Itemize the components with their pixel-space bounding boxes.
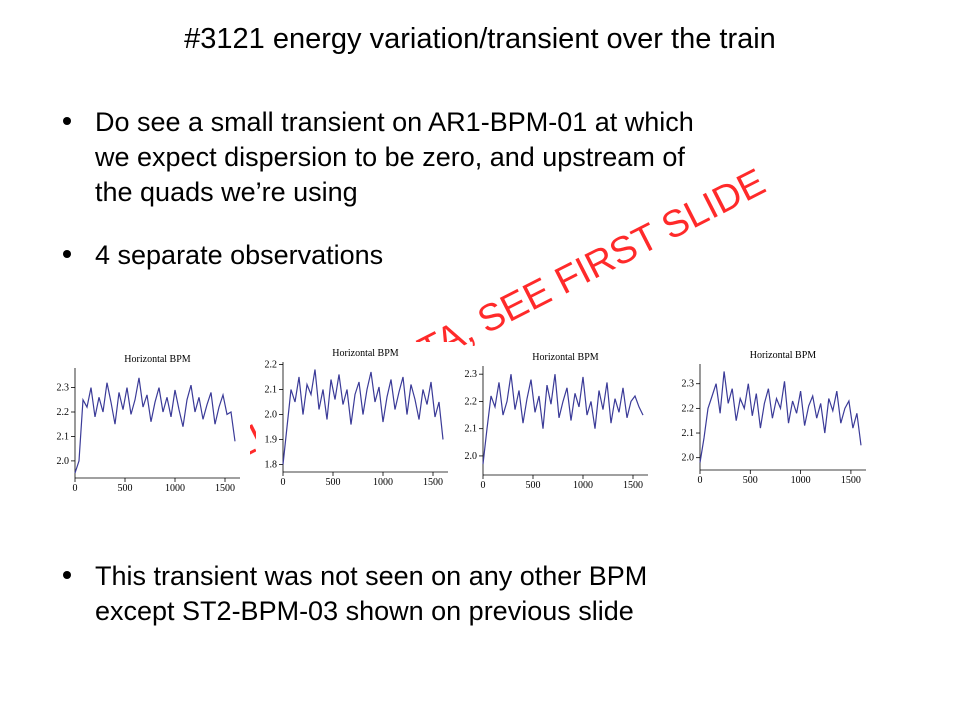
- x-tick-label: 1000: [791, 475, 811, 486]
- chart-title: Horizontal BPM: [532, 352, 598, 363]
- y-tick-label: 2.3: [465, 369, 478, 380]
- y-tick-label: 2.1: [682, 428, 695, 439]
- x-tick-label: 0: [281, 477, 286, 488]
- trace: [74, 377, 236, 474]
- trace: [699, 371, 862, 463]
- bullet: [63, 117, 71, 125]
- chart-title: Horizontal BPM: [750, 350, 816, 361]
- bullet-text: the quads we’re using: [95, 177, 358, 207]
- bullet: [63, 250, 71, 258]
- y-tick-label: 2.2: [682, 403, 695, 414]
- y-tick-label: 2.2: [265, 360, 278, 371]
- chart-background: [256, 342, 454, 492]
- x-tick-label: 1500: [215, 483, 235, 494]
- y-tick-label: 2.3: [57, 383, 70, 394]
- slide-title: #3121 energy variation/transient over th…: [184, 23, 776, 55]
- x-tick-label: 500: [326, 477, 341, 488]
- y-tick-label: 2.1: [265, 385, 278, 396]
- x-tick-label: 0: [73, 483, 78, 494]
- y-tick-label: 2.0: [465, 451, 478, 462]
- bullet-text: 4 separate observations: [95, 240, 383, 270]
- x-tick-label: 1500: [841, 475, 861, 486]
- chart-title: Horizontal BPM: [332, 348, 398, 359]
- trace: [482, 374, 644, 465]
- bullet-text: we expect dispersion to be zero, and ups…: [94, 142, 685, 172]
- y-tick-label: 2.0: [57, 456, 70, 467]
- x-tick-label: 1500: [423, 477, 443, 488]
- chart-title: Horizontal BPM: [124, 354, 190, 365]
- bullet-text: Do see a small transient on AR1-BPM-01 a…: [95, 107, 694, 137]
- x-tick-label: 1500: [623, 480, 643, 491]
- bullet: [63, 571, 71, 579]
- bullet-text: except ST2-BPM-03 shown on previous slid…: [95, 596, 634, 626]
- x-tick-label: 1000: [573, 480, 593, 491]
- x-tick-label: 1000: [165, 483, 185, 494]
- y-tick-label: 1.9: [265, 435, 278, 446]
- x-tick-label: 0: [698, 475, 703, 486]
- x-tick-label: 1000: [373, 477, 393, 488]
- y-tick-label: 1.8: [265, 460, 278, 471]
- y-tick-label: 2.1: [57, 431, 70, 442]
- y-tick-label: 2.0: [265, 410, 278, 421]
- x-tick-label: 500: [526, 480, 541, 491]
- chart-background: [458, 346, 654, 494]
- x-tick-label: 0: [481, 480, 486, 491]
- y-tick-label: 2.2: [465, 396, 478, 407]
- y-tick-label: 2.2: [57, 407, 70, 418]
- y-tick-label: 2.1: [465, 424, 478, 435]
- bullet-text: This transient was not seen on any other…: [95, 561, 647, 591]
- x-tick-label: 500: [118, 483, 133, 494]
- y-tick-label: 2.3: [682, 379, 695, 390]
- chart-background: [40, 350, 250, 495]
- x-tick-label: 500: [743, 475, 758, 486]
- trace: [282, 369, 444, 465]
- y-tick-label: 2.0: [682, 453, 695, 464]
